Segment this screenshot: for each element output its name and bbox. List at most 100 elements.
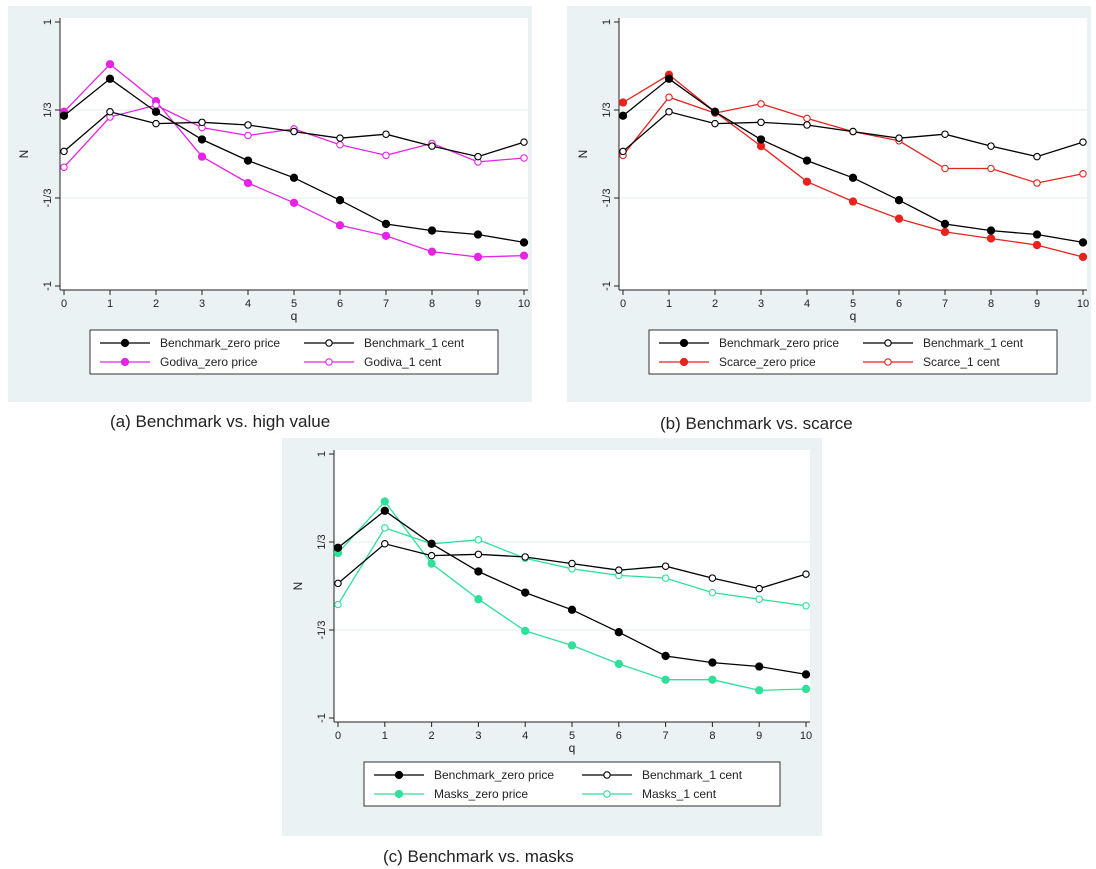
x-axis-label: q (850, 309, 857, 323)
x-axis-label: q (569, 741, 576, 755)
data-point (197, 152, 207, 161)
x-tick-label: 7 (942, 298, 948, 310)
x-tick-label: 9 (1034, 298, 1040, 310)
legend-marker (120, 338, 130, 348)
data-point (244, 131, 252, 140)
x-tick-label: 1 (666, 298, 672, 310)
data-point (521, 588, 530, 597)
legend-marker (394, 770, 404, 780)
x-tick-label: 2 (712, 298, 718, 310)
data-point (755, 686, 764, 695)
legend-label: Scarce_1 cent (923, 355, 1000, 369)
data-point (106, 108, 114, 116)
x-tick-label: 10 (518, 298, 530, 310)
chart-b: 1 1/3 -1/3 -1 0 1 2 3 4 5 6 7 8 9 10 q N Benchmark_zero p… (567, 6, 1091, 402)
legend-label: Benchmark_zero price (719, 336, 839, 350)
legend-marker (679, 338, 689, 348)
legend-box (648, 329, 1058, 375)
y-tick-label: 1/3 (42, 102, 54, 117)
data-point (1033, 179, 1041, 187)
legend-marker (120, 357, 130, 367)
data-point (708, 675, 717, 684)
data-point (243, 156, 253, 165)
y-tick-label: 1 (601, 19, 613, 25)
data-point (567, 641, 577, 650)
chart-panel-c: 1 1/3 -1/3 -1 0 1 2 3 4 5 6 7 8 9 10 q N Benchmark_zero p… (282, 438, 822, 836)
data-point (198, 118, 206, 127)
data-point (152, 101, 160, 109)
legend-marker (603, 790, 611, 798)
legend-label: Benchmark_1 cent (364, 336, 465, 350)
data-point (755, 662, 764, 671)
legend-label: Scarce_zero price (719, 355, 816, 369)
data-point (474, 152, 482, 161)
x-tick-label: 6 (337, 298, 343, 310)
y-tick-label: 1/3 (316, 534, 328, 549)
data-point (474, 567, 483, 576)
x-tick-label: 5 (569, 730, 575, 742)
data-point (427, 226, 437, 235)
y-tick-label: -1 (601, 281, 613, 291)
plot-area (60, 18, 528, 290)
data-point (618, 98, 628, 107)
data-point (1078, 238, 1088, 247)
data-point (803, 121, 811, 129)
data-point (59, 111, 69, 120)
x-tick-label: 8 (709, 730, 715, 742)
data-point (519, 251, 529, 260)
data-point (708, 588, 717, 597)
legend-marker (394, 789, 404, 799)
data-point (941, 164, 949, 173)
data-point (520, 154, 528, 162)
x-tick-label: 1 (107, 298, 113, 310)
data-point (427, 551, 436, 560)
x-tick-label: 10 (800, 730, 812, 742)
data-point (619, 147, 627, 156)
y-tick-label: -1 (316, 713, 328, 723)
data-point (427, 539, 436, 548)
data-point (381, 524, 389, 532)
data-point (427, 559, 436, 568)
data-point (197, 135, 207, 144)
data-point (661, 675, 670, 684)
data-point (708, 574, 717, 582)
y-tick-label: 1 (42, 19, 54, 25)
x-tick-label: 0 (61, 298, 67, 310)
x-tick-label: 5 (850, 298, 856, 310)
x-tick-label: 9 (756, 730, 762, 742)
data-point (474, 536, 483, 544)
y-tick-label: -1/3 (601, 189, 613, 208)
y-tick-label: 1/3 (601, 102, 613, 117)
data-point (60, 163, 68, 171)
data-point (661, 574, 670, 582)
data-point (473, 230, 483, 239)
data-point (664, 74, 674, 83)
legend-label: Masks_1 cent (642, 787, 717, 801)
data-point (1078, 252, 1088, 262)
data-point (661, 651, 670, 661)
legend-label: Benchmark_1 cent (923, 336, 1024, 350)
data-point (848, 197, 858, 206)
data-point (473, 252, 483, 262)
caption-a: (a) Benchmark vs. high value (110, 412, 331, 431)
plot-area (334, 450, 810, 722)
data-point (614, 659, 623, 669)
y-tick-label: -1/3 (316, 621, 328, 640)
data-point (708, 658, 717, 667)
x-tick-label: 2 (429, 730, 435, 742)
data-point (802, 570, 810, 578)
data-point (335, 221, 345, 230)
y-axis-label: N (17, 150, 31, 159)
data-point (941, 130, 949, 138)
data-point (849, 127, 857, 136)
data-point (427, 247, 437, 256)
data-point (940, 219, 950, 229)
x-tick-label: 6 (616, 730, 622, 742)
caption-c: (c) Benchmark vs. masks (383, 847, 574, 866)
chart-a: 1 1/3 -1/3 -1 0 1 2 3 4 5 6 7 8 9 10 q N Benchmark_zero p… (8, 6, 532, 402)
x-tick-label: 8 (429, 298, 435, 310)
caption-b: (b) Benchmark vs. scarce (660, 414, 853, 433)
data-point (895, 134, 903, 142)
data-point (665, 93, 673, 101)
x-tick-label: 2 (153, 298, 159, 310)
